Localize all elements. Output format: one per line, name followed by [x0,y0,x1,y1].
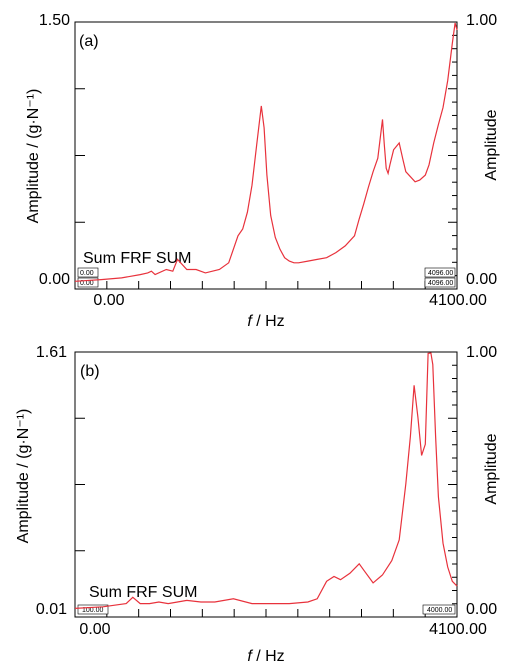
annotation-b: Sum FRF SUM [89,584,197,601]
series-line-b [74,352,458,609]
x-axis-label-b: f / Hz [247,648,284,665]
corner-text-right-bottom-a: 4096.00 [428,280,453,287]
y2-tick-bottom-b: 0.00 [466,601,497,618]
corner-box-right-top-a [424,267,456,278]
y-tick-bottom-b: 0.01 [36,601,67,618]
y2-axis-label-a: Amplitude [483,109,500,180]
left-y-ticks-b [75,417,85,552]
corner-box-left-bottom-a [77,277,99,288]
annotation-a: Sum FRF SUM [83,250,191,267]
x-axis-label-a: f / Hz [247,313,284,330]
y-tick-top-b: 1.61 [36,344,67,361]
x-axis-label-italic-b: f [247,648,253,665]
x-tick-right-b: 4100.00 [429,621,487,638]
y-tick-bottom-a: 0.00 [39,271,70,288]
corner-text-left-bottom-b: 100.00 [82,607,104,614]
corner-box-left-bottom-b [77,604,109,615]
right-y-ticks-b [448,364,457,605]
x-ticks-b [106,609,426,617]
panel-label-a: (a) [79,33,99,50]
corner-text-right-top-a: 4096.00 [428,270,453,277]
series-line-a [74,22,458,282]
corner-text-right-bottom-b: 4000.00 [427,607,452,614]
corner-text-left-top-a: 0.00 [80,270,94,277]
x-tick-left-b: 0.00 [79,621,110,638]
y-axis-label-b: Amplitude / (g·N⁻¹) [15,409,32,544]
corner-box-left-top-a [77,267,99,278]
right-y-ticks-a [448,34,457,277]
corner-box-right-bottom-b [422,604,456,615]
plot-frame-b [74,351,458,618]
x-axis-label-italic-a: f [247,313,253,330]
y2-tick-top-a: 1.00 [466,12,497,29]
left-y-ticks-a [75,88,85,223]
x-axis-label-unit-a: / Hz [252,313,285,330]
chart-panel-b: (b) 1.61 0.01 1.00 0.00 0.00 4100.00 f /… [15,344,500,665]
y2-tick-bottom-a: 0.00 [466,271,497,288]
y-tick-top-a: 1.50 [39,12,70,29]
x-tick-left-a: 0.00 [93,292,124,309]
panel-label-b: (b) [80,363,100,380]
x-ticks-a [106,281,426,289]
chart-panel-a: (a) 1.50 0.00 1.00 0.00 0.00 4100.00 f /… [25,12,500,330]
corner-box-right-bottom-a [424,277,456,288]
y2-tick-top-b: 1.00 [466,344,497,361]
x-axis-label-unit-b: / Hz [252,648,285,665]
x-tick-right-a: 4100.00 [429,292,487,309]
corner-text-left-bottom-a: 0.00 [80,280,94,287]
y-axis-label-a: Amplitude / (g·N⁻¹) [25,89,42,224]
y2-axis-label-b: Amplitude [483,433,500,504]
